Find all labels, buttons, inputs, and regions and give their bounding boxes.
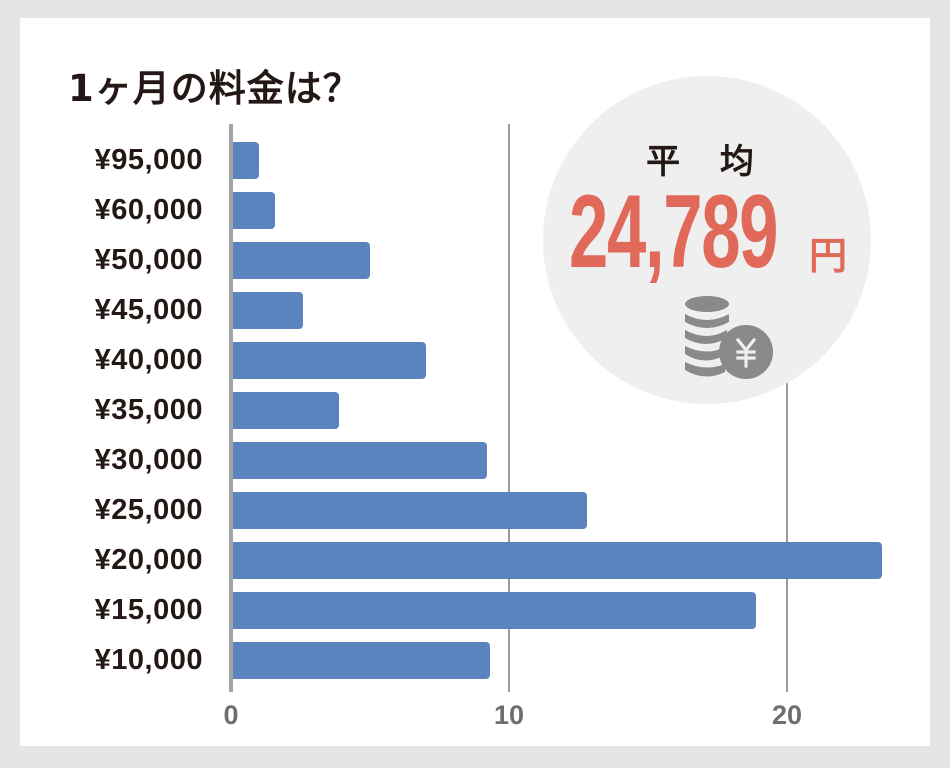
category-label: ¥10,000	[94, 644, 203, 676]
average-value: 24,789	[569, 174, 779, 290]
category-label: ¥35,000	[94, 394, 203, 426]
category-label: ¥20,000	[94, 544, 203, 576]
average-badge: 平 均 24,789 円	[543, 76, 871, 404]
category-label: ¥15,000	[94, 594, 203, 626]
average-unit: 円	[809, 234, 848, 278]
yen-coins-icon	[685, 296, 773, 379]
bar	[233, 142, 259, 179]
bar	[233, 192, 276, 229]
x-tick-label: 10	[493, 700, 525, 730]
y-axis-line	[229, 124, 233, 692]
category-label: ¥95,000	[94, 144, 203, 176]
bar	[233, 342, 426, 379]
category-label: ¥50,000	[94, 244, 203, 276]
bar	[233, 292, 304, 329]
chart-title: 1ヶ月の料金は？	[68, 67, 361, 110]
average-label: 平 均	[646, 142, 768, 182]
bar	[233, 392, 340, 429]
category-label: ¥60,000	[94, 194, 203, 226]
gridline-20	[786, 124, 788, 692]
bar	[233, 442, 487, 479]
gridline-10	[508, 124, 510, 692]
x-tick-label: 0	[223, 700, 239, 730]
category-label: ¥40,000	[94, 344, 203, 376]
bar	[233, 592, 757, 629]
bar	[233, 242, 370, 279]
category-label: ¥25,000	[94, 494, 203, 526]
category-label: ¥30,000	[94, 444, 203, 476]
bar	[233, 542, 882, 579]
x-tick-label: 20	[771, 700, 803, 730]
bar	[233, 492, 587, 529]
category-label: ¥45,000	[94, 294, 203, 326]
bar	[233, 642, 490, 679]
